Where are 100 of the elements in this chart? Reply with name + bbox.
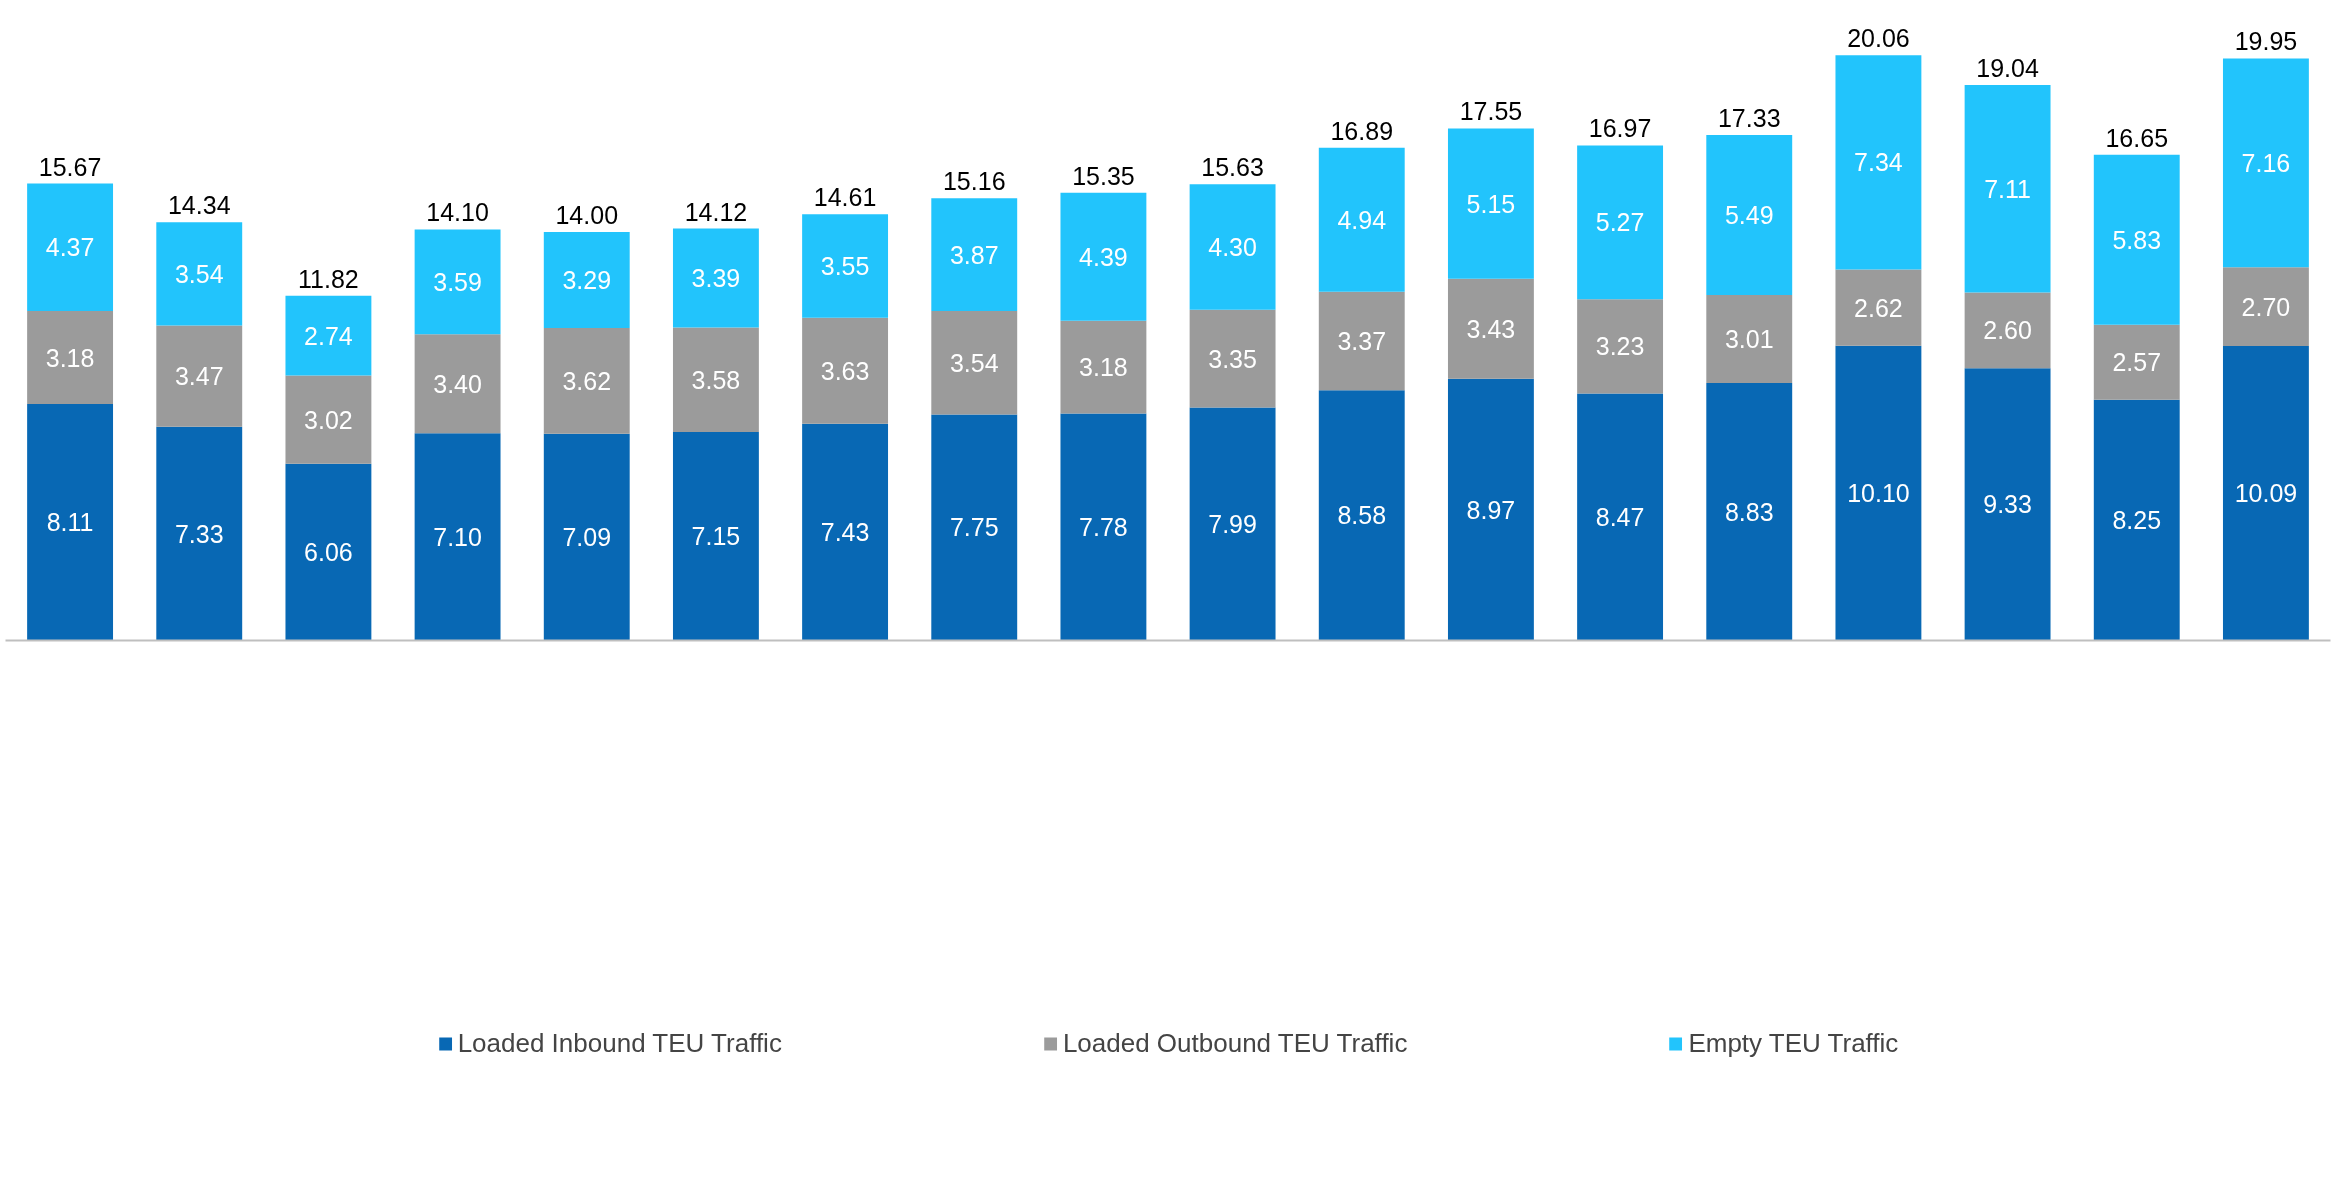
data-label: 5.27 bbox=[1595, 208, 1645, 237]
bar bbox=[2093, 154, 2180, 325]
data-label: 7.75 bbox=[949, 513, 999, 542]
bar bbox=[1318, 390, 1405, 641]
legend-label: Loaded Inbound TEU Traffic bbox=[457, 1027, 782, 1059]
data-label: 3.40 bbox=[433, 369, 482, 398]
bar bbox=[1060, 192, 1147, 321]
data-label: 2.62 bbox=[1854, 293, 1903, 322]
data-label: 3.37 bbox=[1337, 327, 1387, 356]
data-label: 5.83 bbox=[2112, 225, 2162, 254]
bar bbox=[156, 426, 243, 641]
bar bbox=[1964, 85, 2051, 293]
bar bbox=[543, 232, 630, 329]
data-label: 7.78 bbox=[1079, 513, 1128, 542]
data-label: 3.59 bbox=[433, 267, 482, 296]
data-label: 3.01 bbox=[1724, 324, 1774, 353]
bar bbox=[2222, 267, 2309, 347]
data-label: 3.35 bbox=[1208, 344, 1257, 373]
bar bbox=[543, 433, 630, 641]
bar bbox=[1447, 378, 1534, 641]
bar bbox=[931, 198, 1018, 312]
total-label: 14.12 bbox=[684, 197, 748, 226]
bar bbox=[156, 325, 243, 427]
total-label: 15.16 bbox=[942, 167, 1006, 196]
data-label: 4.94 bbox=[1337, 205, 1387, 234]
total-label: 19.95 bbox=[2234, 27, 2298, 56]
data-label: 3.55 bbox=[820, 252, 870, 281]
bar bbox=[285, 375, 372, 464]
data-label: 4.37 bbox=[45, 233, 95, 262]
total-label: 14.61 bbox=[813, 183, 877, 212]
bar bbox=[1835, 269, 1922, 346]
data-label: 7.33 bbox=[174, 519, 224, 548]
bar bbox=[1835, 55, 1922, 270]
data-label: 7.11 bbox=[1984, 174, 2031, 203]
bar bbox=[931, 414, 1018, 641]
bar bbox=[1318, 147, 1405, 292]
data-label: 7.34 bbox=[1854, 148, 1903, 177]
data-label: 7.16 bbox=[2241, 148, 2291, 177]
bar bbox=[1060, 320, 1147, 414]
total-label: 14.34 bbox=[167, 191, 231, 220]
data-label: 3.02 bbox=[304, 405, 353, 434]
data-label: 3.23 bbox=[1595, 332, 1645, 361]
bar bbox=[285, 463, 372, 641]
total-label: 19.04 bbox=[1976, 54, 2039, 83]
bar bbox=[1964, 368, 2051, 641]
data-label: 2.70 bbox=[2241, 292, 2291, 321]
bar bbox=[414, 229, 501, 335]
bar bbox=[1447, 278, 1534, 379]
data-label: 5.49 bbox=[1724, 200, 1774, 229]
data-label: 7.10 bbox=[433, 522, 482, 551]
bar bbox=[543, 328, 630, 434]
data-label: 3.18 bbox=[45, 343, 95, 372]
data-label: 8.97 bbox=[1466, 495, 1516, 524]
bar bbox=[672, 431, 759, 641]
data-label: 7.09 bbox=[562, 523, 612, 552]
data-label: 3.43 bbox=[1466, 314, 1516, 343]
bar bbox=[27, 403, 114, 641]
bar bbox=[1706, 382, 1793, 641]
data-label: 10.09 bbox=[2234, 479, 2298, 508]
legend-label: Empty TEU Traffic bbox=[1688, 1027, 1899, 1059]
bar bbox=[1577, 393, 1664, 641]
total-label: 16.65 bbox=[2105, 123, 2169, 152]
data-label: 4.39 bbox=[1079, 242, 1128, 271]
data-label: 3.18 bbox=[1079, 353, 1128, 382]
bar bbox=[1835, 345, 1922, 641]
data-label: 8.47 bbox=[1595, 502, 1645, 531]
bar bbox=[1964, 292, 2051, 369]
bar bbox=[414, 334, 501, 434]
data-label: 3.29 bbox=[562, 266, 612, 295]
data-label: 3.62 bbox=[562, 366, 612, 395]
total-label: 20.06 bbox=[1847, 24, 1910, 53]
bar bbox=[672, 327, 759, 432]
legend-label: Loaded Outbound TEU Traffic bbox=[1062, 1027, 1408, 1059]
data-label: 3.54 bbox=[174, 259, 224, 288]
data-label: 2.60 bbox=[1983, 316, 2032, 345]
total-label: 15.35 bbox=[1072, 161, 1135, 190]
data-label: 2.57 bbox=[2112, 348, 2162, 377]
bar bbox=[1189, 407, 1276, 641]
bar bbox=[285, 295, 372, 376]
data-label: 3.58 bbox=[691, 365, 741, 394]
data-label: 3.54 bbox=[949, 348, 999, 377]
data-label: 3.87 bbox=[949, 240, 999, 269]
bar bbox=[1060, 413, 1147, 641]
data-label: 4.30 bbox=[1208, 232, 1257, 261]
bar bbox=[1577, 299, 1664, 394]
total-label: 16.97 bbox=[1588, 114, 1652, 143]
bar bbox=[156, 222, 243, 326]
total-label: 14.00 bbox=[555, 201, 619, 230]
data-label: 3.47 bbox=[174, 362, 224, 391]
total-label: 11.82 bbox=[298, 264, 359, 293]
total-label: 15.63 bbox=[1201, 153, 1264, 182]
bar bbox=[414, 433, 501, 641]
bar bbox=[2093, 399, 2180, 641]
bar bbox=[2222, 346, 2309, 641]
total-label: 16.89 bbox=[1330, 116, 1394, 145]
bar bbox=[931, 311, 1018, 415]
total-label: 17.33 bbox=[1717, 103, 1781, 132]
data-label: 6.06 bbox=[304, 538, 353, 567]
data-label: 7.99 bbox=[1208, 509, 1257, 538]
bar bbox=[2093, 324, 2180, 400]
